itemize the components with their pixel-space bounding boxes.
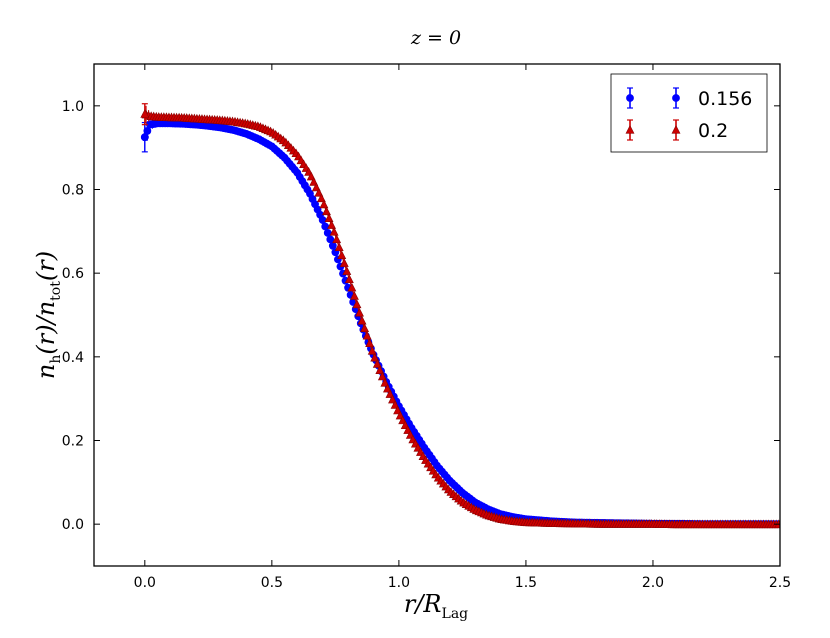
data-point xyxy=(324,213,334,222)
data-point xyxy=(377,371,387,381)
data-point xyxy=(375,365,385,375)
series-layer xyxy=(140,103,780,529)
x-tick-label: 0.0 xyxy=(134,575,156,591)
data-point xyxy=(329,227,339,236)
data-point xyxy=(352,299,362,309)
legend-label: 0.2 xyxy=(698,120,728,142)
x-axis-label: r/RLag xyxy=(404,590,468,622)
data-point xyxy=(360,323,370,332)
data-point xyxy=(140,109,150,118)
data-point xyxy=(383,383,392,393)
y-tick-label: 0.8 xyxy=(62,183,84,199)
data-point xyxy=(306,171,316,181)
y-tick-label: 0.0 xyxy=(62,517,84,533)
y-axis-label: nh(r)/ntot(r) xyxy=(32,251,64,379)
data-point xyxy=(319,199,329,209)
x-tick-label: 2.0 xyxy=(642,575,664,591)
data-point xyxy=(311,182,321,192)
data-point xyxy=(332,234,342,244)
data-point xyxy=(385,389,395,398)
data-point xyxy=(365,338,375,348)
data-point xyxy=(339,258,349,267)
legend-marker xyxy=(626,94,634,102)
data-point xyxy=(328,241,337,250)
legend-marker xyxy=(672,94,680,102)
data-point xyxy=(372,359,382,368)
data-point xyxy=(316,193,326,203)
y-tick-label: 0.2 xyxy=(62,434,84,450)
data-point xyxy=(355,307,364,317)
data-point xyxy=(390,400,400,409)
data-point xyxy=(380,377,390,387)
data-point xyxy=(326,235,335,244)
series-0.2 xyxy=(140,103,780,529)
chart-title: z = 0 xyxy=(410,27,461,49)
data-point xyxy=(347,282,357,292)
data-point xyxy=(140,133,149,142)
legend-marker xyxy=(625,124,635,134)
x-tick-label: 0.5 xyxy=(261,575,283,591)
data-point xyxy=(388,394,397,404)
data-point xyxy=(318,216,327,224)
data-point xyxy=(309,177,319,186)
data-point xyxy=(349,291,359,300)
x-tick-label: 1.0 xyxy=(388,575,410,591)
data-point xyxy=(314,187,324,197)
legend-marker xyxy=(671,124,681,134)
data-point xyxy=(344,274,354,284)
data-point xyxy=(337,250,347,259)
y-tick-label: 0.4 xyxy=(62,350,84,366)
data-point xyxy=(322,206,331,216)
y-tick-label: 1.0 xyxy=(62,99,84,115)
x-tick-label: 2.5 xyxy=(769,575,791,591)
data-point xyxy=(334,242,344,252)
data-point xyxy=(362,330,372,340)
plot-frame xyxy=(93,63,781,567)
legend-label: 0.156 xyxy=(698,88,752,110)
legend: 0.156 0.2 xyxy=(610,73,768,153)
data-point xyxy=(367,345,377,355)
data-point xyxy=(327,220,337,229)
legend-box xyxy=(610,73,768,153)
data-point xyxy=(357,315,367,325)
x-tick-label: 1.5 xyxy=(515,575,537,591)
ticks-layer: 0.0 0.5 1.0 1.5 2.0 2.5 0.0 0.2 0.4 0.6 0.8 1.0 xyxy=(62,64,791,591)
data-point xyxy=(370,352,380,362)
y-tick-label: 0.6 xyxy=(62,266,84,282)
data-point xyxy=(321,222,330,231)
data-point xyxy=(342,266,352,275)
